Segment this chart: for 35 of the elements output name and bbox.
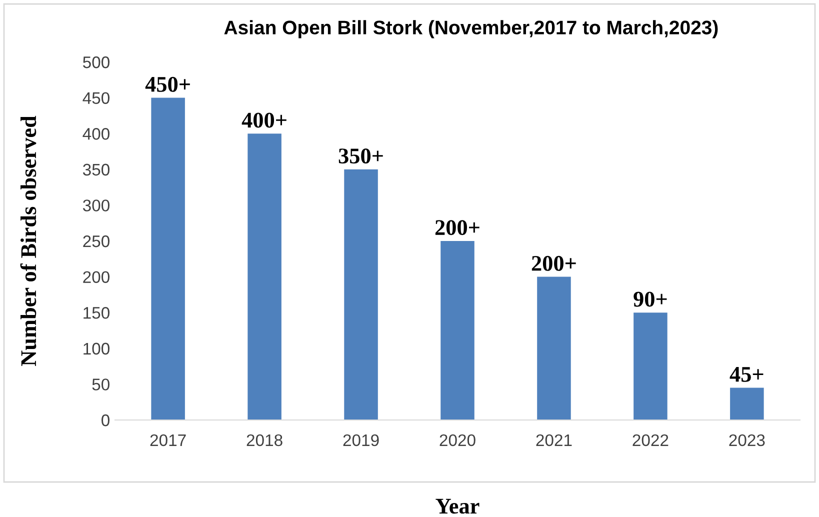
y-tick-label: 150 (84, 307, 110, 319)
bar (730, 388, 764, 420)
x-tick-label: 2023 (729, 434, 765, 446)
x-tick-label: 2021 (536, 434, 572, 446)
x-axis-title: Year (436, 498, 480, 514)
chart-title: Asian Open Bill Stork (November,2017 to March,2023) (224, 20, 718, 38)
y-tick-label: 500 (83, 56, 110, 68)
y-axis-title: Number of Birds observed (20, 116, 36, 366)
y-tick-label: 400 (82, 128, 110, 140)
bar (151, 98, 185, 420)
data-label: 90+ (634, 292, 667, 307)
data-label: 45+ (730, 367, 764, 382)
y-tick-label: 300 (82, 200, 110, 212)
bar (440, 241, 474, 420)
bar (634, 312, 668, 420)
data-label: 450+ (145, 76, 190, 92)
y-tick-label: 50 (92, 378, 110, 390)
x-tick-label: 2019 (343, 434, 379, 446)
y-tick-label: 350 (82, 164, 110, 176)
data-label: 400+ (242, 112, 286, 128)
y-tick-label: 100 (84, 342, 110, 355)
x-tick-label: 2022 (632, 434, 668, 446)
data-label: 200+ (435, 220, 480, 236)
data-label: 350+ (338, 148, 383, 164)
y-tick-label: 200 (83, 271, 110, 284)
bar (248, 134, 282, 420)
bar (344, 169, 378, 420)
bar (537, 276, 571, 420)
x-tick-label: 2017 (150, 434, 186, 446)
y-tick-label: 250 (83, 235, 110, 248)
data-label: 200+ (532, 256, 576, 271)
y-tick-label: 0 (102, 414, 110, 426)
x-tick-label: 2018 (246, 434, 282, 446)
y-tick-label: 450 (82, 92, 110, 104)
x-tick-label: 2020 (440, 434, 476, 446)
